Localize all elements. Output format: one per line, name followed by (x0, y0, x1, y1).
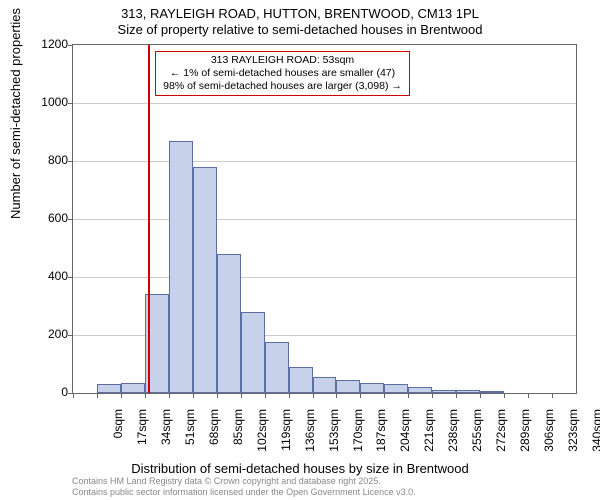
xtick-mark (384, 393, 385, 398)
annotation-box: 313 RAYLEIGH ROAD: 53sqm ← 1% of semi-de… (155, 51, 410, 96)
xtick-mark (145, 393, 146, 398)
xtick-label: 289sqm (518, 409, 532, 459)
ytick-mark (68, 45, 73, 46)
xtick-mark (265, 393, 266, 398)
xtick-mark (217, 393, 218, 398)
xtick-label: 255sqm (470, 409, 484, 459)
xtick-label: 136sqm (303, 409, 317, 459)
histogram-bar (193, 167, 217, 393)
x-axis-label: Distribution of semi-detached houses by … (0, 461, 600, 476)
ytick-label: 1000 (8, 95, 68, 109)
xtick-label: 34sqm (159, 409, 173, 459)
xtick-label: 340sqm (590, 409, 600, 459)
xtick-mark (504, 393, 505, 398)
xtick-label: 170sqm (351, 409, 365, 459)
histogram-bar (360, 383, 384, 393)
ytick-mark (68, 161, 73, 162)
histogram-bar (384, 384, 408, 393)
xtick-label: 204sqm (398, 409, 412, 459)
plot-area: 313 RAYLEIGH ROAD: 53sqm ← 1% of semi-de… (72, 44, 577, 394)
histogram-bar (432, 390, 456, 393)
xtick-mark (456, 393, 457, 398)
xtick-label: 221sqm (422, 409, 436, 459)
xtick-mark (97, 393, 98, 398)
ytick-label: 800 (8, 153, 68, 167)
histogram-bar (217, 254, 241, 393)
xtick-mark (241, 393, 242, 398)
annotation-line-3: 98% of semi-detached houses are larger (… (160, 80, 405, 93)
xtick-mark (432, 393, 433, 398)
xtick-label: 323sqm (566, 409, 580, 459)
histogram-bar (169, 141, 193, 393)
xtick-label: 17sqm (135, 409, 149, 459)
xtick-mark (193, 393, 194, 398)
xtick-mark (408, 393, 409, 398)
histogram-bar (265, 342, 289, 393)
title-line-2: Size of property relative to semi-detach… (0, 22, 600, 38)
histogram-bar (289, 367, 313, 393)
histogram-bar (97, 384, 121, 393)
footer-line-1: Contains HM Land Registry data © Crown c… (72, 476, 416, 487)
xtick-label: 0sqm (111, 409, 125, 459)
xtick-mark (169, 393, 170, 398)
ytick-mark (68, 277, 73, 278)
ytick-label: 600 (8, 211, 68, 225)
xtick-mark (336, 393, 337, 398)
histogram-bar (241, 312, 265, 393)
xtick-mark (552, 393, 553, 398)
footer-line-2: Contains public sector information licen… (72, 487, 416, 498)
x-axis-label-text: Distribution of semi-detached houses by … (131, 461, 468, 476)
ytick-mark (68, 335, 73, 336)
annotation-line-1: 313 RAYLEIGH ROAD: 53sqm (160, 54, 405, 67)
histogram-bar (408, 387, 432, 393)
ytick-mark (68, 219, 73, 220)
xtick-mark (121, 393, 122, 398)
xtick-mark (313, 393, 314, 398)
xtick-label: 153sqm (327, 409, 341, 459)
xtick-label: 238sqm (446, 409, 460, 459)
xtick-label: 102sqm (255, 409, 269, 459)
histogram-bar (456, 390, 480, 393)
histogram-bar (480, 391, 504, 393)
ytick-label: 0 (8, 385, 68, 399)
xtick-mark (480, 393, 481, 398)
xtick-mark (289, 393, 290, 398)
xtick-label: 85sqm (231, 409, 245, 459)
ytick-label: 1200 (8, 37, 68, 51)
footer-attribution: Contains HM Land Registry data © Crown c… (72, 476, 416, 498)
marker-line (148, 45, 150, 393)
ytick-mark (68, 103, 73, 104)
title-line-1: 313, RAYLEIGH ROAD, HUTTON, BRENTWOOD, C… (0, 6, 600, 22)
ytick-label: 400 (8, 269, 68, 283)
chart-title: 313, RAYLEIGH ROAD, HUTTON, BRENTWOOD, C… (0, 6, 600, 39)
xtick-label: 306sqm (542, 409, 556, 459)
histogram-bar (336, 380, 360, 393)
xtick-label: 119sqm (279, 409, 293, 459)
xtick-label: 187sqm (374, 409, 388, 459)
ytick-label: 200 (8, 327, 68, 341)
xtick-mark (528, 393, 529, 398)
xtick-mark (73, 393, 74, 398)
annotation-line-2: ← 1% of semi-detached houses are smaller… (160, 67, 405, 80)
xtick-mark (360, 393, 361, 398)
xtick-label: 272sqm (494, 409, 508, 459)
chart-page: 313, RAYLEIGH ROAD, HUTTON, BRENTWOOD, C… (0, 0, 600, 500)
xtick-label: 68sqm (207, 409, 221, 459)
histogram-bar (313, 377, 337, 393)
histogram-bar (121, 383, 145, 393)
xtick-label: 51sqm (183, 409, 197, 459)
